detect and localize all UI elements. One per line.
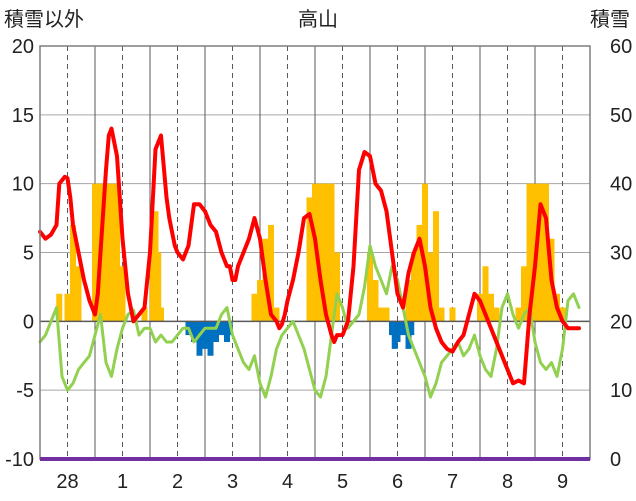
positive-bar [372, 280, 379, 322]
positive-bar [559, 307, 566, 322]
x-tick-label: 1 [117, 471, 128, 493]
positive-bar [488, 293, 494, 322]
x-tick-label: 9 [557, 471, 568, 493]
positive-bar [257, 280, 263, 322]
right-tick-label: 30 [610, 243, 632, 265]
positive-bar [317, 183, 324, 322]
negative-bar [207, 321, 214, 356]
positive-bar [103, 183, 109, 322]
positive-bar [537, 183, 544, 322]
left-axis-label: 積雪以外 [4, 7, 84, 31]
positive-bar [433, 211, 439, 322]
positive-bar [70, 224, 76, 322]
left-axis-ticks: 20 15 10 5 0 -5 -10 [5, 36, 34, 471]
positive-bar [378, 307, 384, 322]
positive-bar [405, 280, 412, 322]
positive-bar [108, 183, 115, 322]
positive-bar [75, 266, 82, 322]
positive-bar [141, 307, 148, 322]
right-tick-label: 10 [610, 380, 632, 402]
right-axis-ticks: 60 50 40 30 20 10 0 [610, 36, 632, 471]
negative-bar [394, 321, 401, 342]
left-tick-label: 0 [23, 311, 34, 333]
positive-bar [367, 252, 373, 322]
positive-bar [158, 307, 164, 322]
x-tick-label: 8 [502, 471, 513, 493]
positive-bar [521, 266, 527, 322]
x-tick-label: 6 [392, 471, 403, 493]
positive-bar [416, 224, 423, 322]
positive-bar [328, 183, 335, 322]
right-tick-label: 50 [610, 105, 632, 127]
right-tick-label: 20 [610, 311, 632, 333]
line-series [38, 126, 581, 399]
positive-bar [251, 293, 258, 322]
positive-bar [477, 293, 483, 322]
positive-bar [383, 307, 390, 322]
positive-bar [64, 293, 71, 322]
positive-bar [273, 307, 280, 322]
right-axis-label: 積雪 [590, 7, 630, 31]
left-tick-label: -5 [16, 380, 34, 402]
left-tick-label: 5 [23, 243, 34, 265]
positive-bar [543, 183, 549, 322]
positive-bar [422, 183, 428, 322]
temperature-line [38, 126, 581, 386]
negative-bar [400, 321, 406, 336]
x-tick-label: 4 [282, 471, 293, 493]
positive-bar [449, 307, 456, 322]
positive-bar [427, 252, 434, 322]
plot-frame [39, 45, 591, 461]
right-tick-label: 40 [610, 174, 632, 196]
positive-bar [56, 293, 63, 322]
positive-bar [323, 183, 329, 322]
x-tick-label: 5 [337, 471, 348, 493]
positive-bar [92, 183, 98, 322]
negative-bar [191, 321, 197, 342]
positive-bar [482, 266, 489, 322]
positive-bar [411, 252, 417, 322]
positive-bar [493, 307, 500, 322]
left-tick-label: -10 [5, 449, 34, 471]
positive-bar [268, 224, 274, 322]
x-tick-label: 2 [172, 471, 183, 493]
right-tick-label: 0 [610, 449, 621, 471]
x-tick-label: 7 [447, 471, 458, 493]
left-tick-label: 20 [12, 36, 34, 58]
positive-bar [155, 252, 162, 322]
negative-bar [218, 321, 225, 336]
negative-bar [202, 321, 208, 349]
negative-bar [408, 321, 415, 336]
positive-bar [306, 197, 313, 322]
x-tick-label: 3 [227, 471, 238, 493]
negative-bar [213, 321, 219, 342]
positive-bar [119, 266, 126, 322]
chart-title: 高山 [298, 7, 338, 31]
positive-bar [334, 252, 340, 322]
positive-bar [438, 307, 445, 322]
left-tick-label: 10 [12, 174, 34, 196]
positive-bar [526, 183, 533, 322]
negative-bar [196, 321, 203, 356]
right-tick-label: 60 [610, 36, 632, 58]
positive-bar [515, 307, 522, 322]
left-tick-label: 15 [12, 105, 34, 127]
positive-bar [114, 183, 120, 322]
x-tick-label: 28 [56, 471, 78, 493]
x-axis-ticks: 28 1 2 3 4 5 6 7 8 9 [56, 471, 568, 493]
